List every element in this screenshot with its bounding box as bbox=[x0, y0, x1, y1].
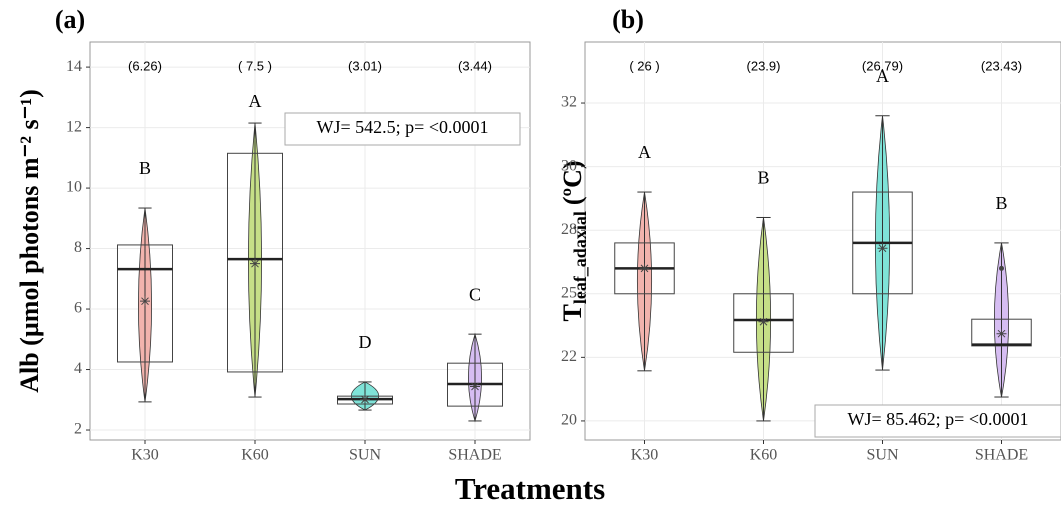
annotation: WJ= 542.5; p= <0.0001 bbox=[317, 117, 489, 137]
x-tick-label: SHADE bbox=[975, 447, 1028, 464]
mean-label: (23.9) bbox=[747, 58, 781, 73]
x-tick-label: K60 bbox=[241, 447, 269, 464]
y-tick-label: 25 bbox=[561, 284, 577, 301]
x-axis-title: Treatments bbox=[455, 471, 605, 506]
mean-marker bbox=[996, 328, 1007, 339]
y-tick-label: 32 bbox=[561, 94, 577, 111]
y-axis-title: Tleaf_adaxial (ºC) bbox=[558, 160, 590, 321]
mean-marker bbox=[360, 394, 370, 405]
y-axis-title-unit: (ºC) bbox=[558, 160, 587, 205]
significance-letter: C bbox=[469, 284, 481, 304]
x-tick-label: SHADE bbox=[448, 447, 501, 464]
significance-letter: B bbox=[757, 168, 769, 188]
y-axis-title: Alb (µmol photons m⁻² s⁻¹) bbox=[15, 89, 44, 393]
y-tick-label: 28 bbox=[561, 221, 577, 238]
panel-border bbox=[584, 41, 1061, 441]
significance-letter: B bbox=[139, 158, 151, 178]
y-axis-title-main: T bbox=[558, 304, 587, 321]
box bbox=[971, 318, 1032, 347]
y-tick-label: 20 bbox=[561, 412, 577, 429]
y-tick-label: 30 bbox=[561, 157, 577, 174]
y-tick-label: 14 bbox=[66, 58, 82, 75]
mean-label: ( 26 ) bbox=[629, 58, 659, 73]
y-tick-label: 12 bbox=[66, 118, 82, 135]
mean-label: (3.44) bbox=[458, 58, 492, 73]
significance-letter: A bbox=[876, 66, 889, 86]
mean-label: (3.01) bbox=[348, 58, 382, 73]
mean-label: ( 7.5 ) bbox=[238, 58, 272, 73]
panel-border bbox=[89, 41, 531, 441]
x-tick-label: K30 bbox=[631, 447, 659, 464]
x-tick-label: K30 bbox=[131, 447, 159, 464]
y-tick-label: 2 bbox=[74, 421, 82, 438]
x-tick-label: SUN bbox=[866, 447, 898, 464]
annotation: WJ= 85.462; p= <0.0001 bbox=[848, 409, 1029, 429]
y-axis-title-sub: leaf_adaxial bbox=[570, 211, 590, 304]
mean-label: (6.26) bbox=[128, 58, 162, 73]
mean-label: (26.79) bbox=[862, 58, 903, 73]
y-tick-label: 10 bbox=[66, 179, 82, 196]
significance-letter: B bbox=[995, 193, 1007, 213]
mean-marker bbox=[639, 263, 650, 274]
significance-letter: D bbox=[359, 332, 372, 352]
box bbox=[227, 152, 283, 373]
outlier bbox=[999, 265, 1004, 271]
y-tick-label: 4 bbox=[74, 360, 82, 377]
x-tick-label: K60 bbox=[750, 447, 778, 464]
y-tick-label: 6 bbox=[74, 300, 82, 317]
y-tick-label: 8 bbox=[74, 239, 82, 256]
annotation-box bbox=[814, 404, 1061, 438]
panel-label: (b) bbox=[612, 5, 644, 34]
mean-marker bbox=[758, 316, 769, 327]
panel-label: (a) bbox=[55, 5, 85, 34]
significance-letter: A bbox=[638, 142, 651, 162]
mean-label: (23.43) bbox=[981, 58, 1022, 73]
significance-letter: A bbox=[249, 91, 262, 111]
x-tick-label: SUN bbox=[349, 447, 381, 464]
box bbox=[117, 244, 173, 363]
mean-marker bbox=[140, 296, 150, 307]
mean-marker bbox=[470, 381, 480, 392]
box bbox=[733, 293, 794, 353]
y-tick-label: 22 bbox=[561, 348, 577, 365]
mean-marker bbox=[877, 243, 888, 254]
mean-marker bbox=[250, 258, 260, 269]
annotation-box bbox=[284, 112, 521, 146]
